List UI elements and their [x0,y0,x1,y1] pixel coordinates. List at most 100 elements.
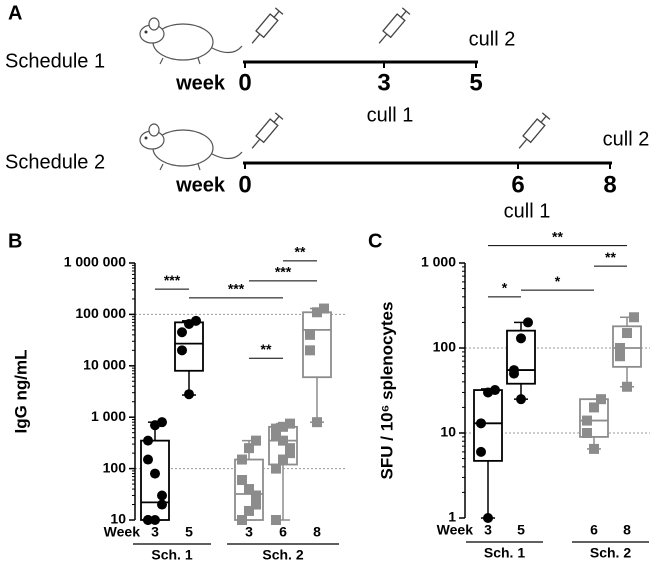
x-tick-label: 5 [185,524,193,540]
data-point [589,443,599,454]
x-tick-label: 8 [623,522,631,538]
data-point [582,428,592,438]
week-number: 6 [511,171,524,198]
data-point [278,421,288,432]
y-tick-label: 1 [448,509,456,525]
week-number: 3 [377,69,390,96]
data-point [312,307,322,318]
data-point [285,418,295,429]
data-point [237,454,247,465]
x-tick-label: 3 [151,524,159,540]
data-point [523,317,533,328]
data-point [271,515,281,525]
data-point [305,329,315,340]
y-tick-label: 10 [440,424,456,440]
cull-label: cull 1 [367,104,414,126]
significance-label: ** [552,228,563,244]
data-point [184,389,194,400]
significance-label: *** [275,264,292,280]
data-point [305,345,315,356]
panel-label: C [368,230,382,252]
panel-a: A [8,2,551,171]
syringe-icon [378,7,411,44]
significance-label: *** [228,281,245,297]
x-axis-label: Week [437,522,474,538]
cull-label: cull 2 [603,128,650,150]
mouse-icon [139,17,243,65]
week-number: 5 [469,69,482,96]
significance-label: ** [605,249,616,265]
syringe-icon [518,112,551,149]
y-tick-label: 10 [110,511,126,527]
y-tick-label: 1 000 000 [64,254,126,270]
data-point [244,484,254,495]
x-tick-label: 6 [279,524,287,540]
data-point [143,515,153,525]
x-tick-label: 6 [590,522,598,538]
data-point [150,468,160,479]
data-point [251,499,261,510]
data-point [596,394,606,405]
data-point [177,345,187,356]
data-point [143,435,153,446]
group-label: Sch. 1 [484,545,525,561]
mouse-icon [139,123,243,171]
y-tick-label: 1 000 [91,408,126,424]
data-point [622,328,632,339]
schedule-name: Schedule 2 [5,151,105,173]
syringe-icon [251,112,284,149]
y-tick-label: 100 [433,339,457,355]
data-point [622,381,632,392]
cull-label: cull 2 [469,28,516,50]
data-point [509,368,519,379]
y-tick-label: 100 [103,459,127,475]
x-tick-label: 5 [517,522,525,538]
data-point [177,327,187,338]
data-point [150,515,160,525]
data-point [615,343,625,353]
syringe-icon [251,7,284,44]
significance-label: * [555,273,561,289]
schedule-name: Schedule 1 [5,50,105,72]
data-point [157,490,167,501]
panel-label: B [8,230,22,252]
chart-panel: C 1 10 100 1 000 SFU / 10⁶ splenocytes Week 3 5 6… [368,228,650,561]
week-label: week [175,174,226,196]
x-tick-label: 3 [484,522,492,538]
significance-label: ** [295,244,306,260]
data-point [476,446,486,457]
significance-label: *** [164,272,181,288]
data-point [157,499,167,510]
data-point [278,454,288,465]
data-point [516,394,526,405]
data-point [319,303,329,314]
significance-label: * [502,280,508,296]
week-label: week [175,72,226,94]
data-point [312,417,322,428]
y-axis-label: IgG ng/mL [11,349,30,433]
data-point [237,475,247,486]
week-number: 8 [603,171,616,198]
data-point [184,319,194,330]
data-point [150,420,160,431]
data-point [582,415,592,426]
data-point [629,312,639,323]
panel-label: A [8,2,22,24]
cull-label: cull 1 [504,200,551,222]
data-point [615,351,625,362]
data-point [244,505,254,516]
y-tick-label: 100 000 [75,305,126,321]
data-point [271,423,281,434]
data-point [278,435,288,446]
data-point [244,443,254,454]
chart-panel: B 10 100 1 000 10 000 100 000 1 000 000 IgG ng/… [8,230,345,563]
group-label: Sch. 2 [590,545,631,561]
data-point [483,513,493,523]
data-point [237,515,247,525]
x-tick-label: 3 [245,524,253,540]
data-point [476,418,486,429]
week-number: 0 [238,171,251,198]
data-point [271,463,281,474]
x-tick-label: 8 [313,524,321,540]
y-tick-label: 1 000 [421,254,456,270]
